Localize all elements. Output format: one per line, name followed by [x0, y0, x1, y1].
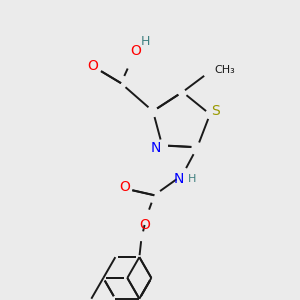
Text: CH₃: CH₃	[214, 65, 235, 75]
Text: H: H	[140, 35, 150, 48]
Text: O: O	[139, 218, 150, 232]
Text: S: S	[212, 104, 220, 118]
Text: O: O	[119, 180, 130, 194]
Text: N: N	[151, 141, 161, 155]
Text: O: O	[130, 44, 141, 58]
Text: N: N	[173, 172, 184, 186]
Text: O: O	[88, 59, 98, 73]
Text: H: H	[188, 174, 196, 184]
